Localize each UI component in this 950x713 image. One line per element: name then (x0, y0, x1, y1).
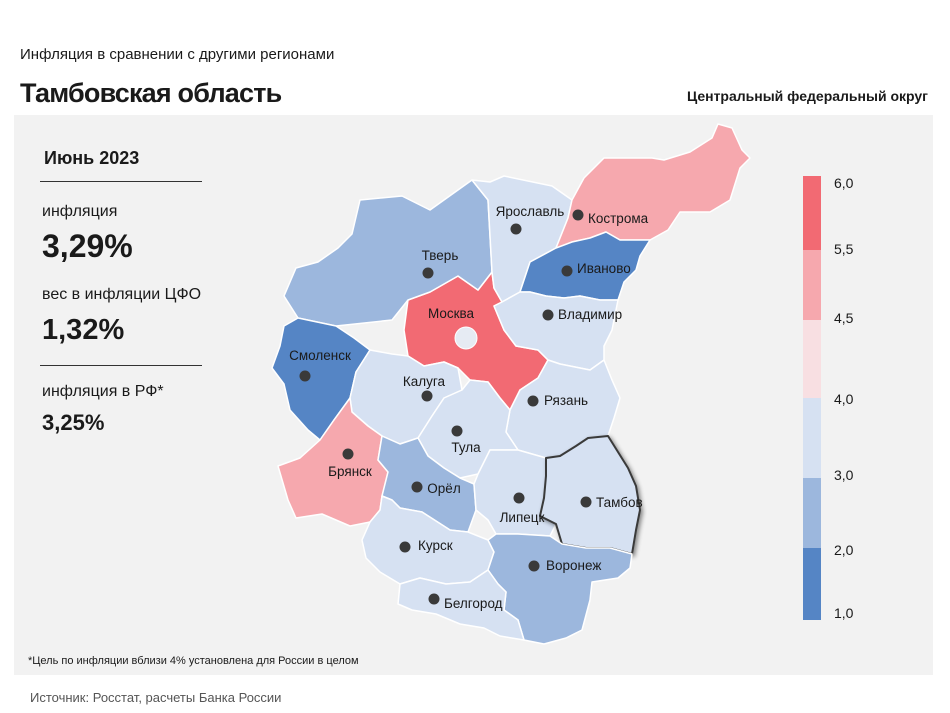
city-dot-Белгород (428, 593, 440, 605)
rf-inflation-value: 3,25% (42, 410, 105, 435)
page-title: Тамбовская область (20, 78, 282, 108)
city-dot-Смоленск (299, 370, 311, 382)
legend-swatch-1 (803, 478, 821, 548)
legend-tick-label: 1,0 (834, 605, 854, 621)
city-label-Тамбов: Тамбов (596, 495, 643, 510)
city-dot-Тамбов (580, 496, 592, 508)
city-label-Брянск: Брянск (328, 464, 372, 479)
city-label-Кострома: Кострома (588, 211, 649, 226)
legend-swatch-2 (803, 398, 821, 478)
period-label: Июнь 2023 (44, 148, 140, 168)
source-note: Источник: Росстат, расчеты Банка России (30, 690, 282, 705)
city-dot-Рязань (527, 395, 539, 407)
city-dot-Тула (451, 425, 463, 437)
region-Тамбов (539, 435, 641, 555)
legend-tick-label: 3,0 (834, 467, 854, 483)
city-label-Ярославль: Ярославль (496, 204, 565, 219)
city-label-Москва: Москва (428, 306, 475, 321)
city-label-Липецк: Липецк (500, 510, 545, 525)
city-label-Курск: Курск (418, 538, 453, 553)
region-Владимир (493, 291, 619, 371)
rf-inflation-label: инфляция в РФ* (42, 383, 164, 400)
divider-top (40, 181, 202, 182)
city-label-Калуга: Калуга (403, 374, 446, 389)
city-label-Иваново: Иваново (577, 261, 631, 276)
region-Кострома (555, 123, 751, 251)
legend-swatch-0 (803, 548, 821, 620)
city-dot-Брянск (342, 448, 354, 460)
city-dot-Тверь (422, 267, 434, 279)
city-dot-Владимир (542, 309, 554, 321)
city-dot-Орёл (411, 481, 423, 493)
inflation-value: 3,29% (42, 228, 133, 264)
legend-tick-label: 2,0 (834, 542, 854, 558)
legend-tick-label: 5,5 (834, 241, 854, 257)
city-label-Тверь: Тверь (422, 248, 459, 263)
city-label-Смоленск: Смоленск (289, 348, 351, 363)
city-dot-Москва (454, 326, 478, 350)
city-dot-Липецк (513, 492, 525, 504)
weight-value: 1,32% (42, 314, 125, 346)
city-dot-Воронеж (528, 560, 540, 572)
legend-swatch-3 (803, 320, 821, 398)
legend-tick-label: 6,0 (834, 175, 854, 191)
city-label-Воронеж: Воронеж (546, 558, 601, 573)
region-Белгород (397, 569, 525, 641)
city-label-Владимир: Владимир (558, 307, 622, 322)
legend-swatch-5 (803, 176, 821, 250)
city-label-Орёл: Орёл (427, 481, 460, 496)
legend-tick-label: 4,0 (834, 391, 854, 407)
legend-swatch-4 (803, 250, 821, 320)
city-label-Тула: Тула (451, 440, 481, 455)
supertitle: Инфляция в сравнении с другими регионами (20, 46, 335, 63)
weight-label: вес в инфляции ЦФО (42, 286, 202, 303)
district-label: Центральный федеральный округ (686, 88, 928, 104)
inflation-label: инфляция (42, 203, 118, 220)
city-label-Белгород: Белгород (444, 596, 503, 611)
divider-bottom (40, 365, 202, 366)
city-dot-Калуга (421, 390, 433, 402)
city-dot-Кострома (572, 209, 584, 221)
city-dot-Ярославль (510, 223, 522, 235)
city-dot-Курск (399, 541, 411, 553)
footnote: *Цель по инфляции вблизи 4% установлена … (28, 655, 359, 667)
city-label-Рязань: Рязань (544, 393, 588, 408)
city-dot-Иваново (561, 265, 573, 277)
legend-tick-label: 4,5 (834, 310, 854, 326)
